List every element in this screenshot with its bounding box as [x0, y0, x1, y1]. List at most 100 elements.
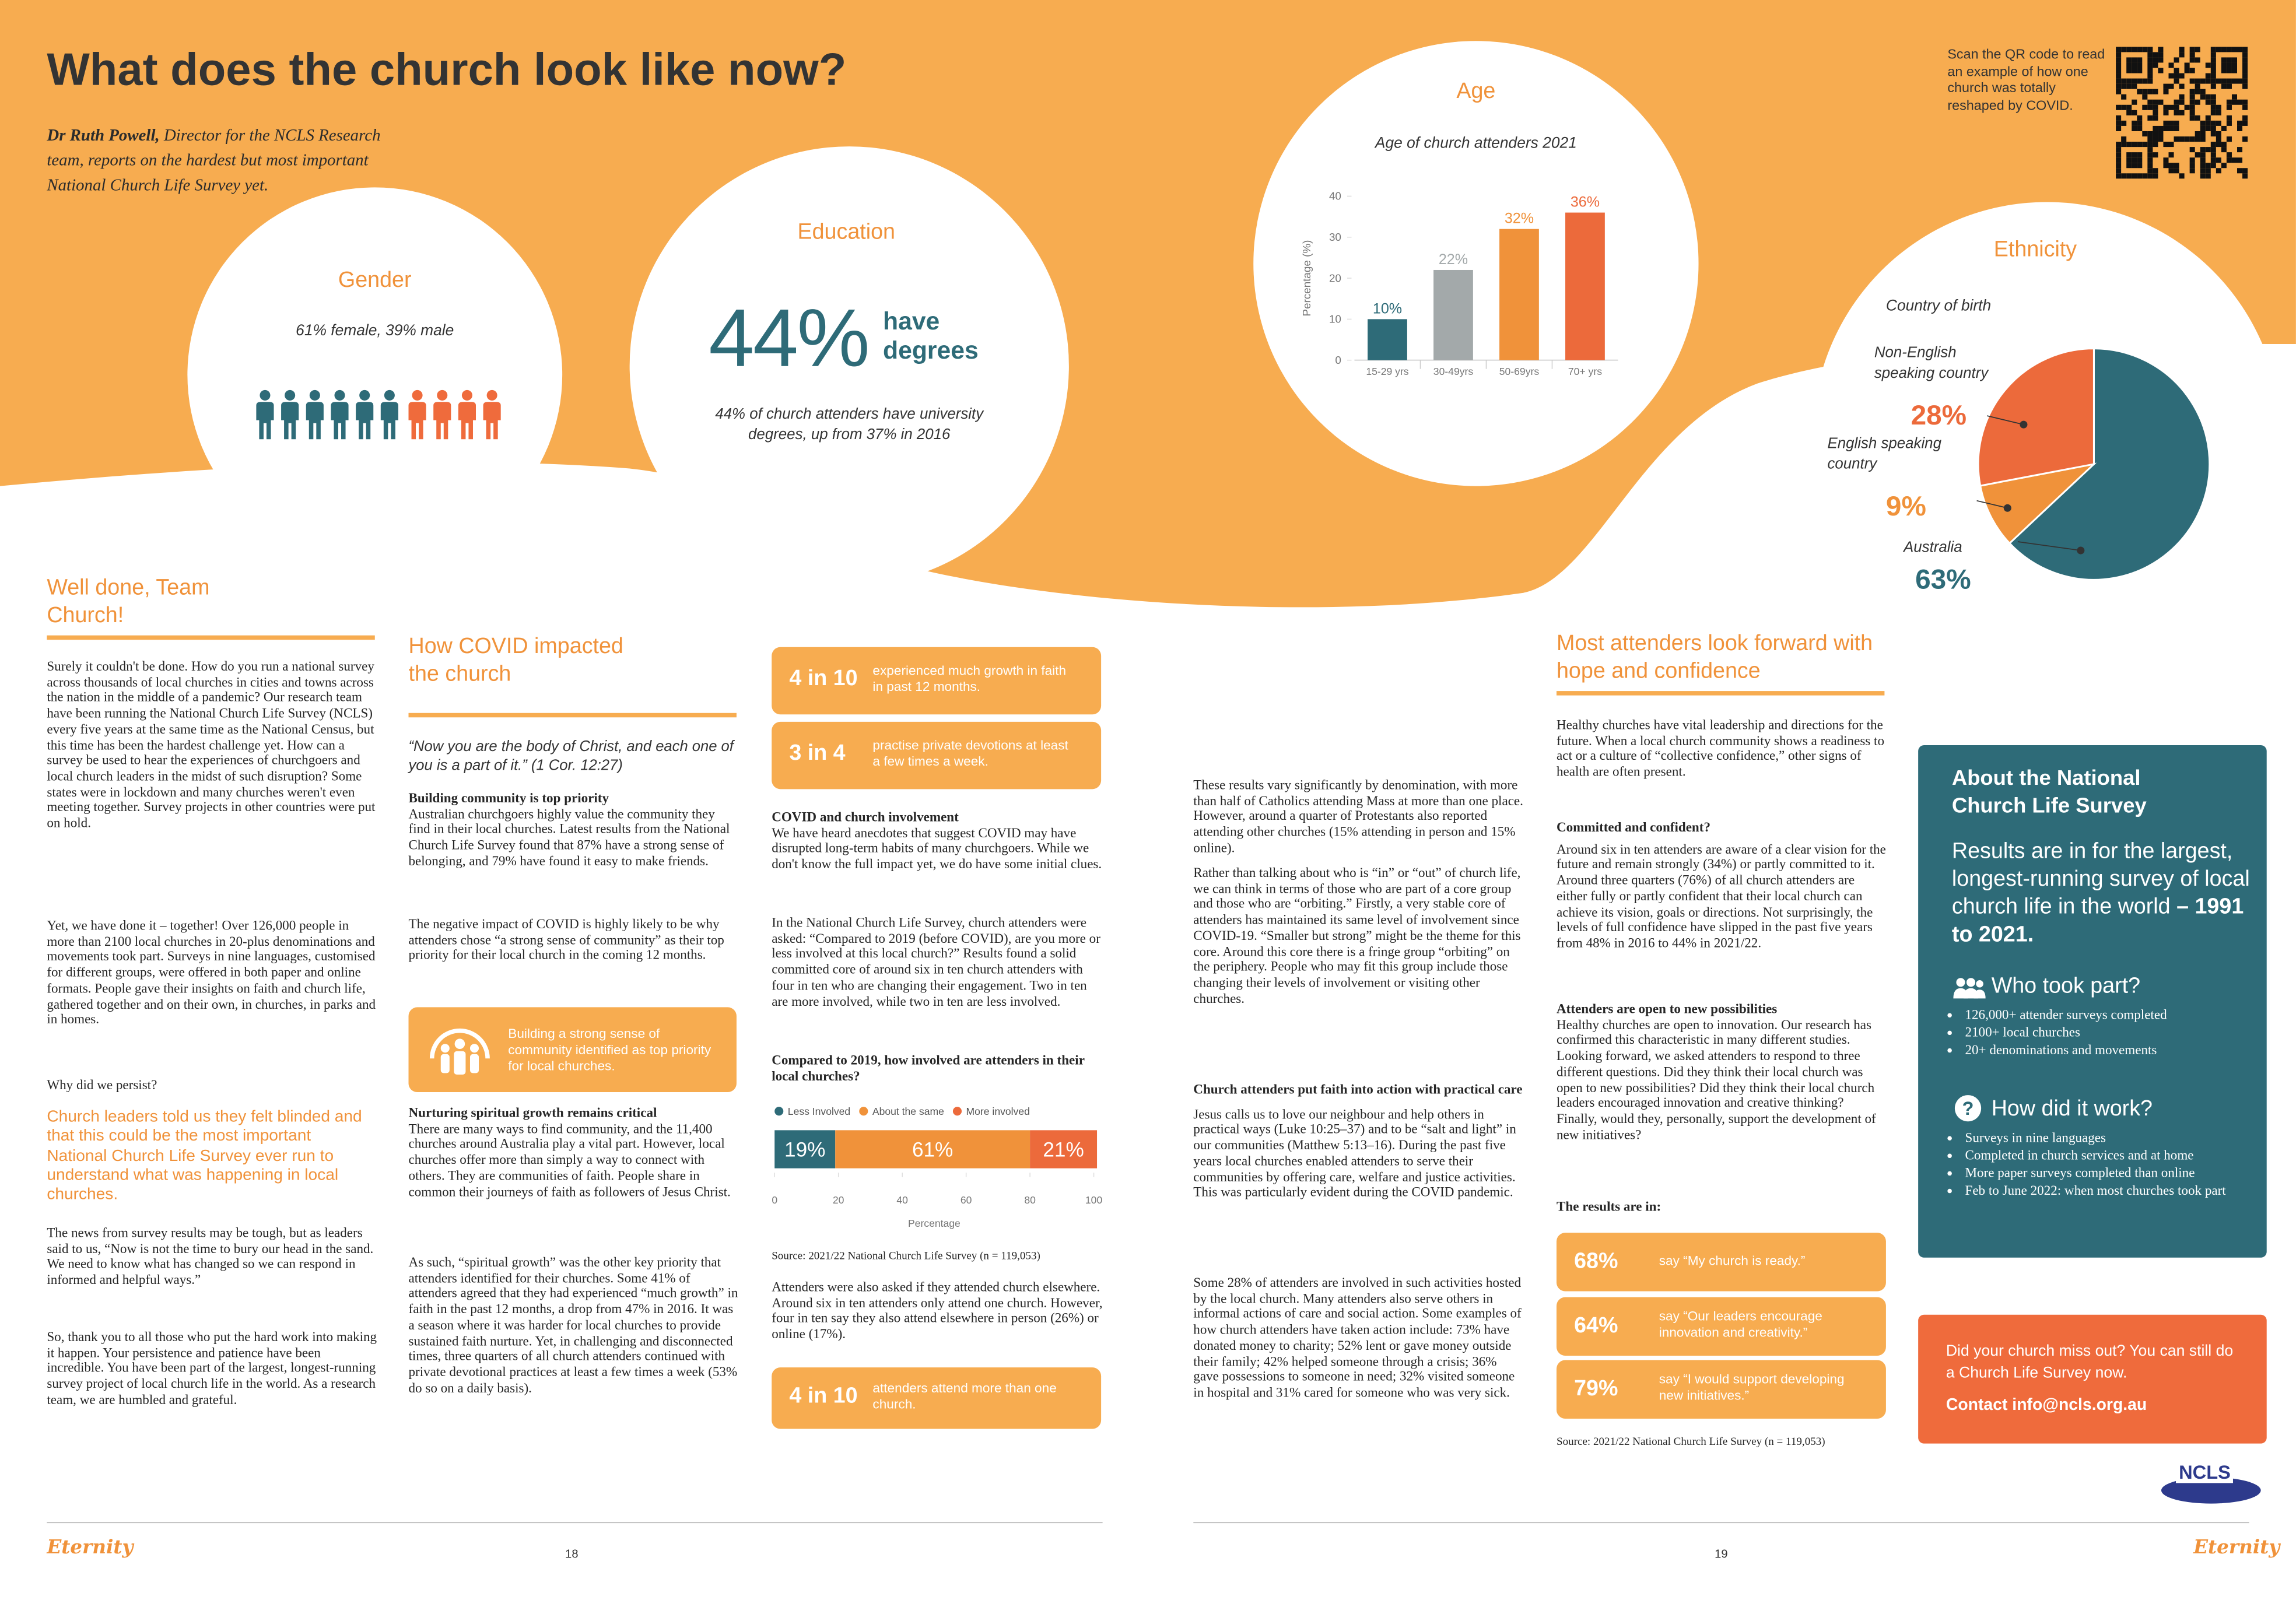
qr-module — [2153, 89, 2158, 94]
how-list: Surveys in nine languagesCompleted in ch… — [1952, 1129, 2265, 1199]
qr-module — [2168, 120, 2174, 126]
y-axis-label: Percentage (%) — [1301, 240, 1313, 317]
qr-module — [2205, 163, 2211, 169]
qr-module — [2242, 68, 2248, 73]
y-tick-label: 0 — [1335, 354, 1341, 366]
qr-module — [2226, 68, 2232, 73]
col1-heading: Well done, Team Church! — [47, 575, 210, 629]
qr-module — [2137, 173, 2143, 179]
qr-module — [2116, 120, 2122, 126]
x-tick-label: 50-69yrs — [1499, 366, 1540, 377]
qr-module — [2189, 157, 2195, 163]
qr-module — [2210, 131, 2216, 137]
text-block: COVID and church involvement We have hear… — [772, 809, 1102, 872]
circle — [440, 1044, 450, 1053]
qr-module — [2205, 99, 2211, 105]
qr-module — [2205, 147, 2211, 153]
qr-module — [2147, 147, 2153, 153]
paragraph: Yet, we have done it – together! Over 12… — [47, 918, 376, 1027]
qr-module — [2242, 173, 2248, 179]
qr-module — [2158, 131, 2164, 137]
circle — [1956, 978, 1965, 987]
x-tick-label: 15-29 yrs — [1366, 366, 1408, 377]
qr-module — [2168, 142, 2174, 148]
value-label: 22% — [1439, 251, 1468, 268]
qr-module — [2137, 142, 2143, 148]
quote: “Now you are the body of Christ, and eac… — [408, 739, 734, 775]
value-label: 10% — [1373, 300, 1402, 317]
legend-label: More involved — [966, 1106, 1030, 1117]
qr-module — [2189, 168, 2195, 174]
qr-module — [2153, 168, 2158, 174]
qr-module — [2226, 83, 2232, 89]
qr-module — [2200, 147, 2206, 153]
subheading: Committed and confident? — [1556, 820, 1711, 835]
ncls-logo-mark — [2161, 1477, 2261, 1504]
paragraph: Rather than talking about who is “in” or… — [1193, 865, 1521, 1005]
qr-module — [2121, 136, 2127, 142]
paragraph: Attenders were also asked if they attend… — [772, 1279, 1103, 1342]
legend-swatch — [952, 1107, 962, 1116]
qr-module — [2126, 142, 2132, 148]
qr-module — [2174, 110, 2179, 115]
qr-module — [2210, 62, 2216, 68]
qr-module — [2237, 125, 2243, 131]
qr-module — [2189, 89, 2195, 94]
qr-module — [2132, 152, 2137, 158]
qr-module — [2132, 125, 2137, 131]
qr-module — [2184, 62, 2190, 68]
paragraph: So, thank you to all those who put the h… — [47, 1329, 377, 1407]
qr-module — [2242, 57, 2248, 63]
qr-module — [2174, 73, 2179, 79]
qr-module — [2226, 47, 2232, 52]
qr-module — [2231, 68, 2238, 73]
pie-title: Country of birth — [1885, 297, 1992, 315]
qr-module — [2221, 83, 2227, 89]
qr-module — [2158, 47, 2164, 52]
subheading: Attenders are open to new possibilities — [1556, 1001, 1778, 1016]
qr-module — [2205, 120, 2211, 126]
title: What does the church look like now? — [47, 44, 847, 96]
qr-module — [2168, 168, 2174, 174]
qr-module — [2179, 94, 2185, 100]
qr-module — [2132, 163, 2137, 169]
intro-name: Dr Ruth Powell, — [47, 127, 160, 145]
qr-module — [2216, 110, 2221, 115]
qr-module — [2116, 78, 2122, 84]
qr-module — [2153, 110, 2158, 115]
chart-source: Source: 2021/22 National Church Life Sur… — [1556, 1434, 1825, 1448]
qr-module — [2200, 94, 2206, 100]
paragraph: In the National Church Life Survey, chur… — [772, 915, 1100, 1008]
ethnicity-title: Ethnicity — [1993, 237, 2077, 262]
qr-module — [2189, 68, 2195, 73]
education-stat: 44% — [709, 291, 870, 384]
qr-module — [2168, 62, 2174, 68]
callout: Building a strong sense of community ide… — [408, 1007, 737, 1093]
qr-module — [2237, 47, 2243, 52]
qr-module — [2221, 147, 2227, 153]
qr-module — [2163, 163, 2169, 169]
bullet: 126,000+ attender surveys completed — [1965, 1006, 2265, 1023]
qr-module — [2189, 99, 2195, 105]
qr-module — [2121, 94, 2127, 100]
g — [440, 1038, 479, 1075]
qr-module — [2147, 47, 2153, 52]
qr-module — [2174, 104, 2179, 110]
qr-module — [2116, 125, 2122, 131]
qr-module — [2163, 142, 2169, 148]
qr-module — [2210, 99, 2216, 105]
gender-caption: 61% female, 39% male — [296, 322, 454, 340]
qr-module — [2158, 57, 2164, 63]
qr-module — [2189, 147, 2195, 153]
qr-module — [2242, 136, 2248, 142]
qr-module — [2195, 99, 2200, 105]
rect — [440, 1054, 450, 1073]
qr-module — [2142, 131, 2148, 137]
result-figure: 64% — [1574, 1313, 1618, 1338]
qr-module — [2147, 173, 2153, 179]
qr-module — [2163, 157, 2169, 163]
qr-module — [2174, 57, 2179, 63]
stat-box: 3 in 4 practise private devotions at leas… — [772, 721, 1102, 790]
stat-text: practise private devotions at least a fe… — [872, 738, 1068, 769]
rect — [469, 1054, 479, 1073]
